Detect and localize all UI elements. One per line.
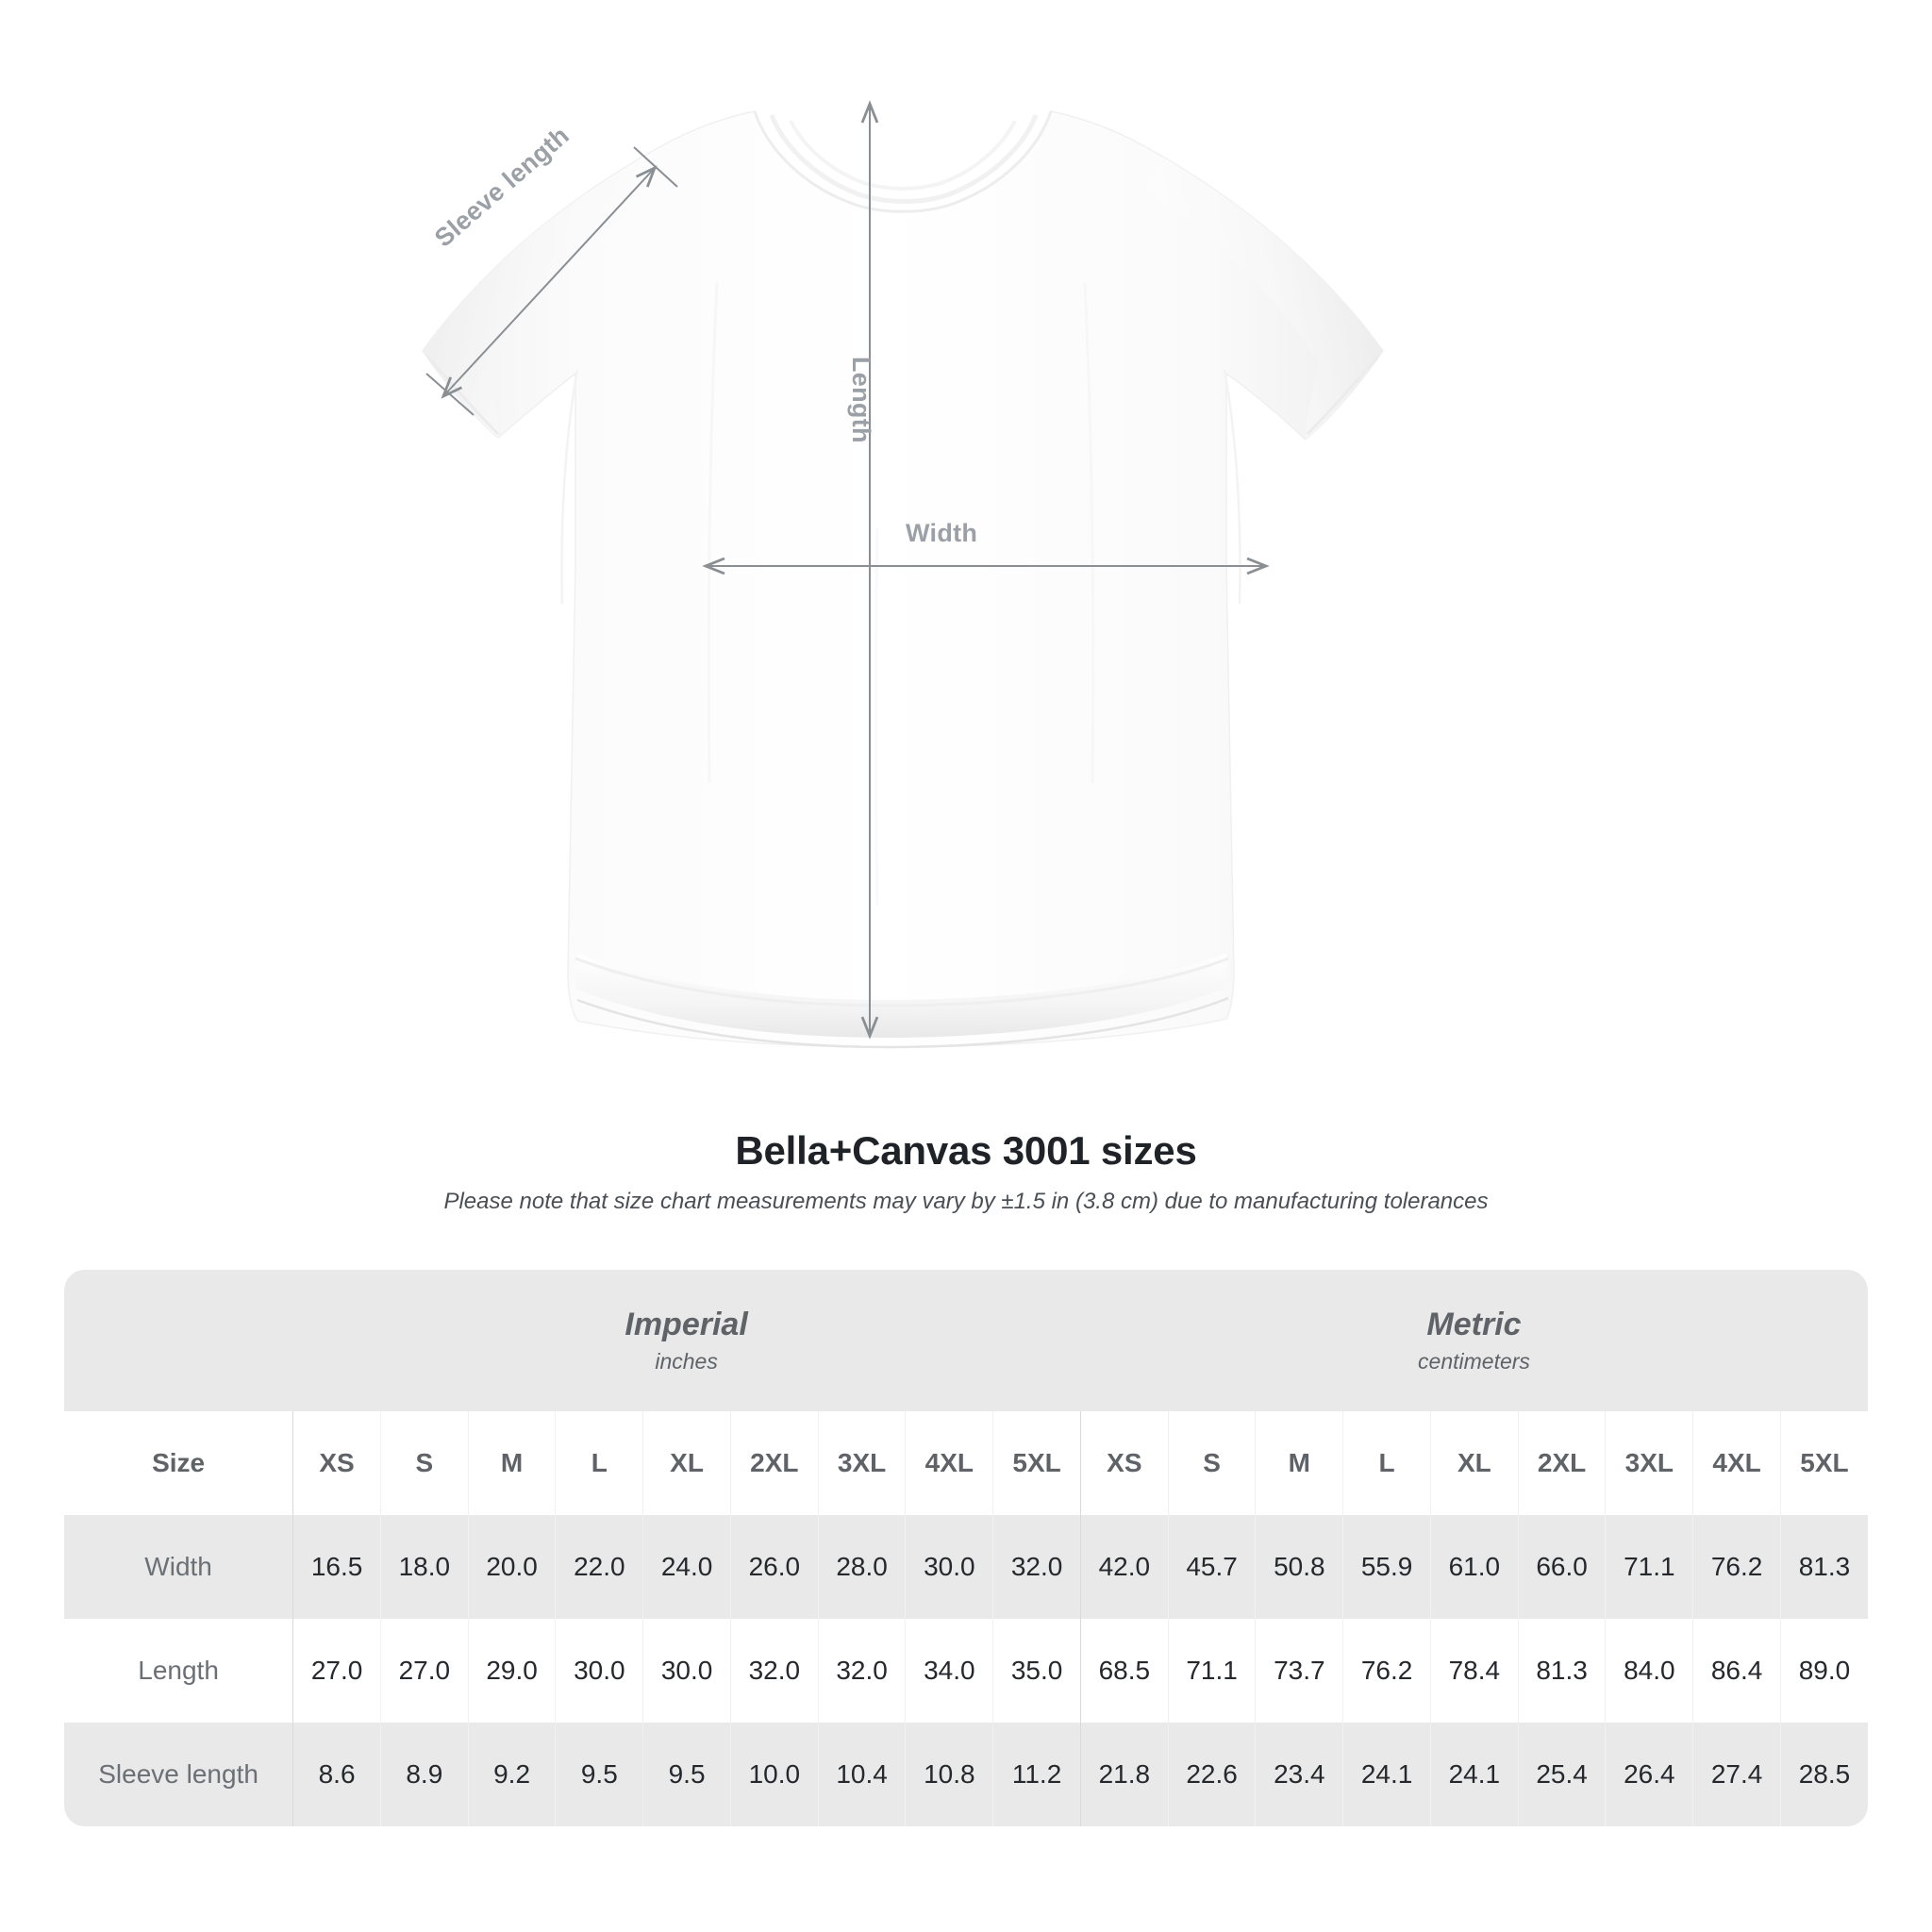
length-imperial-s: 27.0 [379,1619,468,1723]
unit-system-row: Imperial inches Metric centimeters [64,1270,1868,1411]
width-imperial-m: 20.0 [467,1515,556,1619]
sleeve-imperial-5xl: 11.2 [992,1723,1080,1826]
length-metric-s: 71.1 [1167,1619,1256,1723]
size-header-metric-l: L [1342,1411,1430,1515]
width-metric-s: 45.7 [1167,1515,1256,1619]
length-metric-m: 73.7 [1255,1619,1343,1723]
sleeve-imperial-4xl: 10.8 [905,1723,993,1826]
width-imperial-s: 18.0 [379,1515,468,1619]
row-label-sleeve-length: Sleeve length [64,1723,293,1826]
width-imperial-2xl: 26.0 [729,1515,818,1619]
sleeve-metric-4xl: 27.4 [1692,1723,1780,1826]
width-metric-m: 50.8 [1255,1515,1343,1619]
length-metric-3xl: 84.0 [1605,1619,1693,1723]
width-imperial-5xl: 32.0 [992,1515,1080,1619]
size-header-imperial-xl: XL [642,1411,730,1515]
length-imperial-5xl: 35.0 [992,1619,1080,1723]
size-header-imperial-s: S [379,1411,468,1515]
length-metric-xl: 78.4 [1429,1619,1518,1723]
sleeve-imperial-3xl: 10.4 [817,1723,906,1826]
length-imperial-xs: 27.0 [292,1619,380,1723]
page-subtitle: Please note that size chart measurements… [443,1189,1489,1214]
table-row: Sleeve length 8.6 8.9 9.2 9.5 9.5 10.0 1… [64,1723,1868,1826]
length-imperial-2xl: 32.0 [729,1619,818,1723]
sleeve-metric-m: 23.4 [1255,1723,1343,1826]
sleeve-arrow [441,165,658,399]
size-header-metric-3xl: 3XL [1605,1411,1693,1515]
size-header-label: Size [64,1411,293,1515]
size-header-metric-m: M [1255,1411,1343,1515]
size-header-imperial-4xl: 4XL [905,1411,993,1515]
width-imperial-xl: 24.0 [642,1515,730,1619]
size-header-imperial-l: L [555,1411,643,1515]
size-header-row: Size XS S M L XL 2XL 3XL 4XL 5XL XS S M … [64,1411,1868,1515]
length-metric-4xl: 86.4 [1692,1619,1780,1723]
page-title: Bella+Canvas 3001 sizes [735,1128,1197,1173]
table-row: Width 16.5 18.0 20.0 22.0 24.0 26.0 28.0… [64,1515,1868,1619]
width-imperial-4xl: 30.0 [905,1515,993,1619]
width-metric-xs: 42.0 [1079,1515,1168,1619]
sleeve-metric-3xl: 26.4 [1605,1723,1693,1826]
sleeve-imperial-m: 9.2 [467,1723,556,1826]
size-header-metric-xl: XL [1429,1411,1518,1515]
sleeve-imperial-xs: 8.6 [292,1723,380,1826]
tshirt-illustration [422,100,1384,1049]
unit-system-metric: Metric centimeters [1079,1270,1868,1411]
size-header-imperial-5xl: 5XL [992,1411,1080,1515]
size-table: Imperial inches Metric centimeters Size … [64,1270,1868,1826]
length-metric-xs: 68.5 [1079,1619,1168,1723]
tshirt-body [422,110,1384,1049]
measurement-guides [425,100,1270,1040]
row-label-width: Width [64,1515,293,1619]
length-metric-5xl: 89.0 [1779,1619,1868,1723]
length-imperial-xl: 30.0 [642,1619,730,1723]
unit-row-spacer [64,1270,293,1411]
width-imperial-l: 22.0 [555,1515,643,1619]
length-metric-2xl: 81.3 [1517,1619,1606,1723]
size-table-container: Imperial inches Metric centimeters Size … [64,1270,1868,1826]
sleeve-metric-s: 22.6 [1167,1723,1256,1826]
width-metric-5xl: 81.3 [1779,1515,1868,1619]
imperial-name: Imperial [625,1306,748,1342]
sleeve-imperial-l: 9.5 [555,1723,643,1826]
tshirt-diagram: Sleeve length Length Width [422,100,1384,1049]
size-header-imperial-3xl: 3XL [817,1411,906,1515]
length-imperial-l: 30.0 [555,1619,643,1723]
row-label-length: Length [64,1619,293,1723]
sleeve-imperial-2xl: 10.0 [729,1723,818,1826]
length-metric-l: 76.2 [1342,1619,1430,1723]
imperial-unit: inches [655,1349,718,1374]
width-metric-l: 55.9 [1342,1515,1430,1619]
sleeve-metric-xl: 24.1 [1429,1723,1518,1826]
width-metric-4xl: 76.2 [1692,1515,1780,1619]
size-header-imperial-m: M [467,1411,556,1515]
size-header-imperial-xs: XS [292,1411,380,1515]
width-metric-2xl: 66.0 [1517,1515,1606,1619]
size-header-metric-xs: XS [1079,1411,1168,1515]
sleeve-metric-l: 24.1 [1342,1723,1430,1826]
metric-name: Metric [1426,1306,1522,1342]
size-header-metric-5xl: 5XL [1779,1411,1868,1515]
metric-unit: centimeters [1418,1349,1530,1374]
heading-block: Bella+Canvas 3001 sizes Please note that… [0,1128,1932,1215]
sleeve-imperial-xl: 9.5 [642,1723,730,1826]
size-header-imperial-2xl: 2XL [729,1411,818,1515]
size-header-metric-2xl: 2XL [1517,1411,1606,1515]
size-header-metric-s: S [1167,1411,1256,1515]
width-imperial-xs: 16.5 [292,1515,380,1619]
length-imperial-4xl: 34.0 [905,1619,993,1723]
unit-system-imperial: Imperial inches [292,1270,1080,1411]
table-row: Length 27.0 27.0 29.0 30.0 30.0 32.0 32.… [64,1619,1868,1723]
width-metric-xl: 61.0 [1429,1515,1518,1619]
width-metric-3xl: 71.1 [1605,1515,1693,1619]
length-imperial-3xl: 32.0 [817,1619,906,1723]
size-header-metric-4xl: 4XL [1692,1411,1780,1515]
sleeve-metric-5xl: 28.5 [1779,1723,1868,1826]
sleeve-metric-xs: 21.8 [1079,1723,1168,1826]
sleeve-imperial-s: 8.9 [379,1723,468,1826]
length-imperial-m: 29.0 [467,1619,556,1723]
width-imperial-3xl: 28.0 [817,1515,906,1619]
sleeve-metric-2xl: 25.4 [1517,1723,1606,1826]
